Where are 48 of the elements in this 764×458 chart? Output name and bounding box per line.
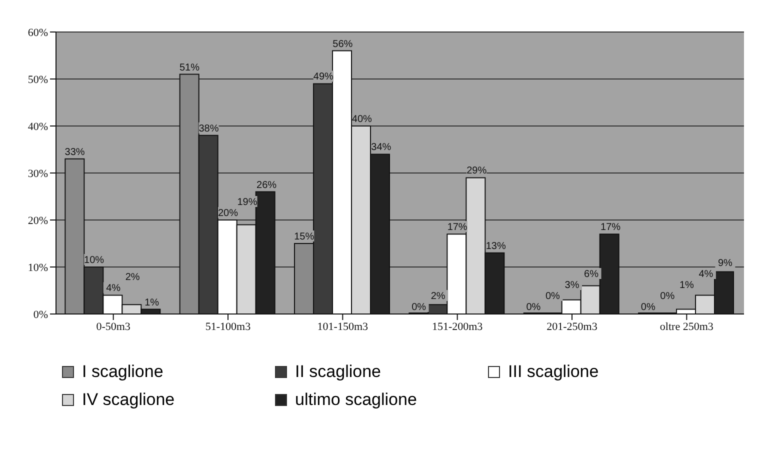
data-label: 34% bbox=[371, 142, 392, 154]
data-label: 29% bbox=[466, 166, 487, 177]
data-label: 10% bbox=[84, 255, 104, 266]
x-tick-label: oltre 250m3 bbox=[660, 320, 714, 333]
data-label: 20% bbox=[218, 208, 238, 219]
data-label: 3% bbox=[564, 280, 580, 291]
data-label: 51% bbox=[179, 62, 200, 74]
y-tick-label: 20% bbox=[28, 214, 48, 227]
data-label: 33% bbox=[64, 146, 85, 158]
data-label: 9% bbox=[718, 258, 733, 269]
data-label: 0% bbox=[660, 291, 675, 302]
data-label: 1% bbox=[144, 297, 160, 308]
data-label: 4% bbox=[106, 283, 121, 294]
data-label: 40% bbox=[352, 114, 372, 125]
data-label: 49% bbox=[313, 72, 334, 83]
y-tick-label: 30% bbox=[28, 168, 48, 180]
y-tick-label: 0% bbox=[33, 308, 48, 321]
y-tick-label: 10% bbox=[28, 262, 48, 274]
y-tick-label: 50% bbox=[28, 74, 48, 86]
x-tick-label: 101-150m3 bbox=[317, 320, 369, 333]
data-label: 17% bbox=[600, 222, 621, 234]
y-tick-label: 40% bbox=[28, 120, 48, 133]
y-tick-label: 60% bbox=[28, 26, 48, 39]
data-label: 0% bbox=[526, 302, 541, 313]
data-label: 2% bbox=[430, 291, 446, 302]
data-label: 0% bbox=[546, 291, 560, 302]
data-label: 6% bbox=[584, 269, 599, 280]
legend-label: II scaglione bbox=[295, 362, 381, 382]
data-label: 17% bbox=[447, 222, 468, 234]
data-label: 4% bbox=[698, 269, 714, 280]
x-tick-label: 0-50m3 bbox=[96, 320, 131, 333]
data-label: 1% bbox=[679, 280, 694, 291]
legend-label: ultimo scaglione bbox=[295, 390, 417, 410]
legend-label: I scaglione bbox=[82, 362, 164, 382]
data-label: 56% bbox=[332, 38, 353, 50]
data-label: 38% bbox=[198, 123, 219, 134]
data-label: 2% bbox=[125, 272, 140, 284]
data-label: 13% bbox=[486, 240, 506, 252]
data-label: 19% bbox=[237, 197, 258, 208]
legend-label: III scaglione bbox=[508, 362, 599, 382]
data-label: 15% bbox=[294, 232, 314, 242]
x-tick-label: 51-100m3 bbox=[205, 320, 252, 333]
data-label: 26% bbox=[256, 180, 277, 191]
legend-label: IV scaglione bbox=[82, 390, 175, 410]
x-tick-label: 151-200m3 bbox=[432, 320, 484, 333]
data-label: 0% bbox=[640, 302, 656, 313]
data-label: 0% bbox=[412, 302, 426, 313]
x-tick-label: 201-250m3 bbox=[546, 320, 598, 333]
